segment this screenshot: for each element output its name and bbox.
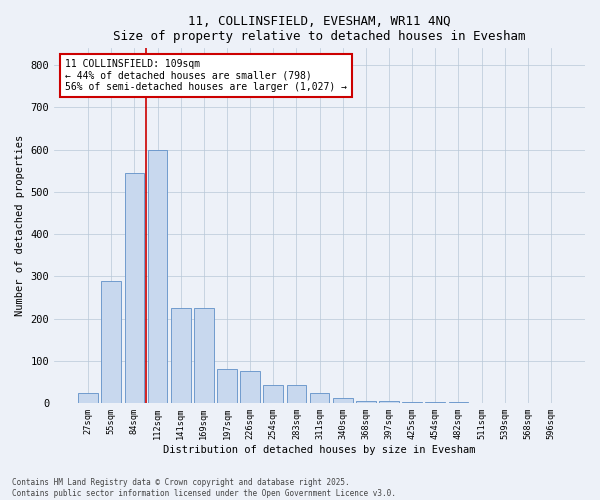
Bar [333, 398, 353, 403]
Bar [287, 386, 306, 403]
X-axis label: Distribution of detached houses by size in Evesham: Distribution of detached houses by size … [163, 445, 476, 455]
Bar [403, 402, 422, 403]
Bar [171, 308, 191, 403]
Bar [194, 308, 214, 403]
Bar [241, 372, 260, 403]
Bar [101, 280, 121, 403]
Bar [125, 173, 144, 403]
Bar [78, 392, 98, 403]
Bar [263, 386, 283, 403]
Bar [310, 392, 329, 403]
Bar [379, 402, 399, 403]
Title: 11, COLLINSFIELD, EVESHAM, WR11 4NQ
Size of property relative to detached houses: 11, COLLINSFIELD, EVESHAM, WR11 4NQ Size… [113, 15, 526, 43]
Bar [449, 402, 468, 403]
Bar [217, 370, 237, 403]
Bar [148, 150, 167, 403]
Text: Contains HM Land Registry data © Crown copyright and database right 2025.
Contai: Contains HM Land Registry data © Crown c… [12, 478, 396, 498]
Bar [425, 402, 445, 403]
Text: 11 COLLINSFIELD: 109sqm
← 44% of detached houses are smaller (798)
56% of semi-d: 11 COLLINSFIELD: 109sqm ← 44% of detache… [65, 59, 347, 92]
Bar [356, 401, 376, 403]
Y-axis label: Number of detached properties: Number of detached properties [15, 135, 25, 316]
